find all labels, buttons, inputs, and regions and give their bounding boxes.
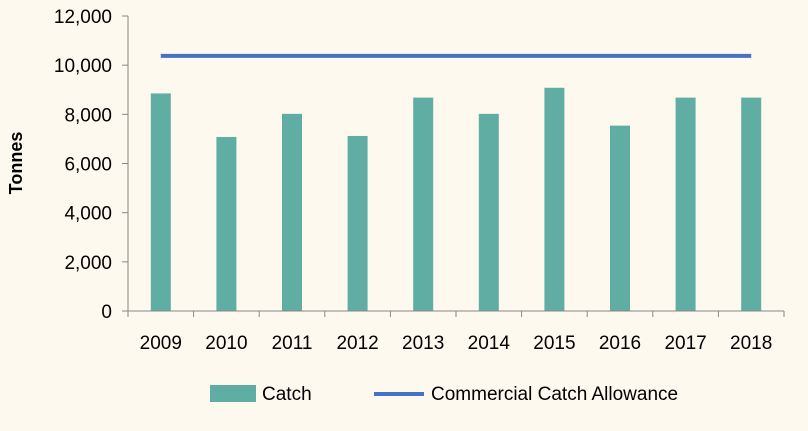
x-tick-label: 2015 [533, 333, 575, 354]
x-tick-label: 2016 [599, 333, 641, 354]
catch-bar [675, 97, 696, 311]
y-tick-label: 8,000 [64, 105, 112, 126]
y-tick-label: 0 [101, 302, 112, 323]
catch-bar [741, 97, 762, 311]
x-tick-label: 2018 [730, 333, 772, 354]
y-tick-label: 2,000 [64, 253, 112, 274]
y-tick-label: 10,000 [54, 56, 112, 77]
y-tick-label: 4,000 [64, 204, 112, 225]
x-tick-label: 2010 [205, 333, 247, 354]
catch-bar [282, 113, 302, 311]
x-tick-label: 2014 [468, 333, 511, 354]
catch-bar [150, 93, 171, 311]
catch-bar [610, 125, 630, 312]
legend: Catch Commercial Catch Allowance [210, 384, 678, 405]
x-tick-label: 2012 [336, 333, 378, 354]
catch-bar [413, 97, 434, 311]
x-axis-ticks: 2009 2010 2011 2012 2013 2014 2015 2016 2017 2018 [127, 311, 785, 354]
legend-swatch-catch [210, 385, 256, 402]
legend-label-allowance: Commercial Catch Allowance [431, 384, 678, 405]
catch-bar [347, 135, 368, 311]
x-tick-label: 2009 [140, 333, 182, 354]
y-axis-title: Tonnes [6, 132, 26, 195]
x-tick-label: 2011 [272, 333, 313, 354]
legend-label-catch: Catch [262, 384, 312, 405]
catch-bar [478, 113, 499, 311]
y-axis-title-group: Tonnes [6, 132, 26, 195]
y-axis-ticks: 0 2,000 4,000 6,000 8,000 10,000 12,000 [54, 7, 128, 323]
y-tick-label: 6,000 [64, 155, 112, 176]
catch-bar [544, 87, 565, 312]
catch-bar [216, 136, 237, 311]
x-tick-label: 2013 [402, 333, 444, 354]
y-tick-label: 12,000 [54, 7, 112, 28]
x-tick-label: 2017 [664, 333, 706, 354]
catch-bars [150, 87, 762, 312]
